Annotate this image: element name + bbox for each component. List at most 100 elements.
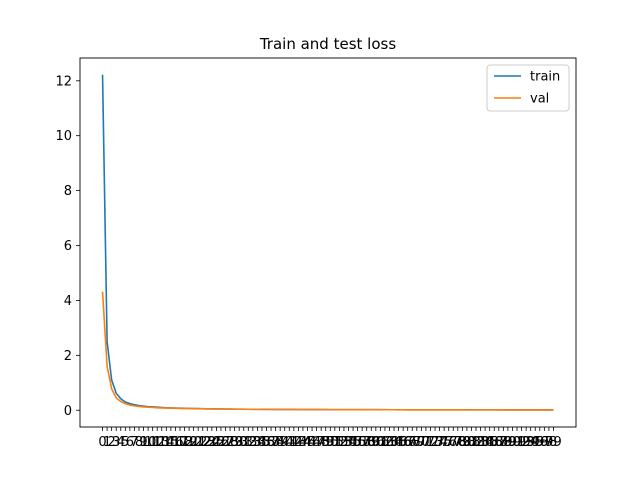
x-tick-label: 50 [322,435,339,450]
x-tick-label: 96 [532,435,549,450]
x-tick-label: 6 [126,435,134,450]
x-tick-label: 93 [518,435,535,450]
x-tick-label: 32 [240,435,257,450]
x-tick-label: 1 [103,435,111,450]
x-tick-label: 45 [299,435,316,450]
x-tick-label: 11 [144,435,161,450]
x-tick-label: 59 [363,435,380,450]
x-tick-label: 73 [427,435,444,450]
x-tick-label: 34 [249,435,266,450]
legend-label-val: val [530,92,549,107]
x-tick-label: 3 [112,435,120,450]
x-tick-label: 51 [327,435,344,450]
x-tick-label: 57 [354,435,371,450]
x-tick-label: 98 [541,435,558,450]
x-tick-label: 24 [204,435,221,450]
legend: train val [486,64,570,112]
x-tick-label: 31 [235,435,252,450]
x-tick-label: 94 [522,435,539,450]
x-tick-label: 7 [130,435,138,450]
y-tick-label: 0 [64,404,72,419]
x-tick-label: 10 [140,435,157,450]
x-tick-label: 78 [450,435,467,450]
x-tick-label: 38 [267,435,284,450]
x-tick-label: 37 [263,435,280,450]
series-line-val [101,291,554,411]
x-tick-label: 70 [413,435,430,450]
x-tick-label: 13 [153,435,170,450]
x-tick-label: 68 [404,435,421,450]
x-tick-label: 18 [176,435,193,450]
x-tick-label: 63 [381,435,398,450]
x-tick-label: 77 [445,435,462,450]
x-tick-label: 5 [121,435,129,450]
x-tick-label: 17 [172,435,189,450]
x-tick-label: 47 [308,435,325,450]
x-tick-label: 22 [194,435,211,450]
x-tick-label: 82 [468,435,485,450]
x-tick-label: 19 [181,435,198,450]
x-tick-label: 80 [459,435,476,450]
x-tick-label: 48 [313,435,330,450]
x-tick-label: 87 [491,435,508,450]
x-tick-label: 8 [135,435,143,450]
x-tick-label: 14 [158,435,175,450]
x-tick-label: 76 [440,435,457,450]
x-tick-label: 69 [409,435,426,450]
x-tick-label: 25 [208,435,225,450]
plot-area [79,57,577,428]
x-tick-label: 56 [349,435,366,450]
legend-label-train: train [530,70,560,85]
x-tick-label: 62 [377,435,394,450]
x-tick-label: 65 [390,435,407,450]
y-tick-label: 10 [55,129,72,144]
x-tick-label: 67 [399,435,416,450]
x-tick-label: 44 [295,435,312,450]
x-tick-label: 40 [276,435,293,450]
x-tick-label: 49 [317,435,334,450]
x-tick-label: 54 [340,435,357,450]
y-tick-label: 12 [55,74,72,89]
x-tick-label: 64 [386,435,403,450]
x-tick-label: 4 [117,435,125,450]
x-tick-label: 46 [304,435,321,450]
x-tick-label: 91 [509,435,526,450]
x-axis: 0123456789101112131415161718192021222324… [98,427,562,450]
y-tick-label: 6 [64,239,72,254]
x-tick-label: 97 [536,435,553,450]
x-tick-label: 21 [190,435,207,450]
x-tick-label: 92 [513,435,530,450]
x-tick-label: 71 [418,435,435,450]
x-tick-label: 28 [222,435,239,450]
x-tick-label: 58 [358,435,375,450]
x-tick-label: 35 [254,435,271,450]
x-tick-label: 33 [245,435,262,450]
x-tick-label: 99 [545,435,562,450]
x-tick-label: 90 [504,435,521,450]
x-tick-label: 72 [422,435,439,450]
series-layer [101,74,554,411]
x-tick-label: 29 [226,435,243,450]
x-tick-label: 16 [167,435,184,450]
x-tick-label: 43 [290,435,307,450]
x-tick-label: 84 [477,435,494,450]
x-tick-label: 39 [272,435,289,450]
x-tick-label: 9 [139,435,147,450]
x-tick-label: 95 [527,435,544,450]
x-tick-label: 42 [286,435,303,450]
x-tick-label: 81 [463,435,480,450]
x-tick-label: 85 [481,435,498,450]
y-tick-label: 4 [64,294,72,309]
x-tick-label: 26 [213,435,230,450]
x-tick-label: 12 [149,435,166,450]
y-axis: 0 2 4 6 8 10 12 [55,74,80,419]
x-tick-label: 0 [98,435,106,450]
y-tick-label: 8 [64,184,72,199]
x-tick-label: 41 [281,435,298,450]
x-tick-label: 55 [345,435,362,450]
y-tick-label: 2 [64,349,72,364]
x-tick-label: 36 [258,435,275,450]
chart-title: Train and test loss [259,35,396,53]
axes-frame [79,57,577,428]
